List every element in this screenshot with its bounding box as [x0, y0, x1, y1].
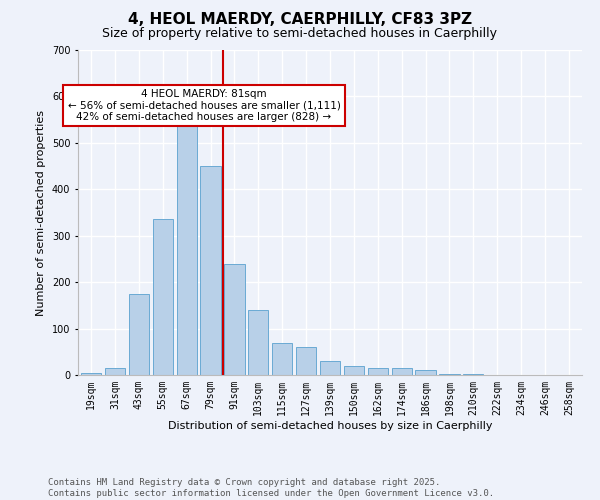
Bar — [368, 368, 388, 375]
Bar — [81, 372, 101, 375]
Text: Contains HM Land Registry data © Crown copyright and database right 2025.
Contai: Contains HM Land Registry data © Crown c… — [48, 478, 494, 498]
Text: Size of property relative to semi-detached houses in Caerphilly: Size of property relative to semi-detach… — [103, 28, 497, 40]
Bar — [248, 310, 268, 375]
Bar — [176, 120, 197, 375]
Bar — [344, 366, 364, 375]
Bar — [392, 368, 412, 375]
Bar — [105, 368, 125, 375]
Text: 4, HEOL MAERDY, CAERPHILLY, CF83 3PZ: 4, HEOL MAERDY, CAERPHILLY, CF83 3PZ — [128, 12, 472, 28]
Y-axis label: Number of semi-detached properties: Number of semi-detached properties — [37, 110, 46, 316]
Bar — [463, 374, 484, 375]
X-axis label: Distribution of semi-detached houses by size in Caerphilly: Distribution of semi-detached houses by … — [168, 420, 492, 430]
Bar — [296, 347, 316, 375]
Bar — [200, 166, 221, 375]
Text: 4 HEOL MAERDY: 81sqm
← 56% of semi-detached houses are smaller (1,111)
42% of se: 4 HEOL MAERDY: 81sqm ← 56% of semi-detac… — [68, 89, 340, 122]
Bar — [129, 294, 149, 375]
Bar — [439, 374, 460, 375]
Bar — [224, 264, 245, 375]
Bar — [152, 220, 173, 375]
Bar — [320, 361, 340, 375]
Bar — [415, 370, 436, 375]
Bar — [272, 342, 292, 375]
